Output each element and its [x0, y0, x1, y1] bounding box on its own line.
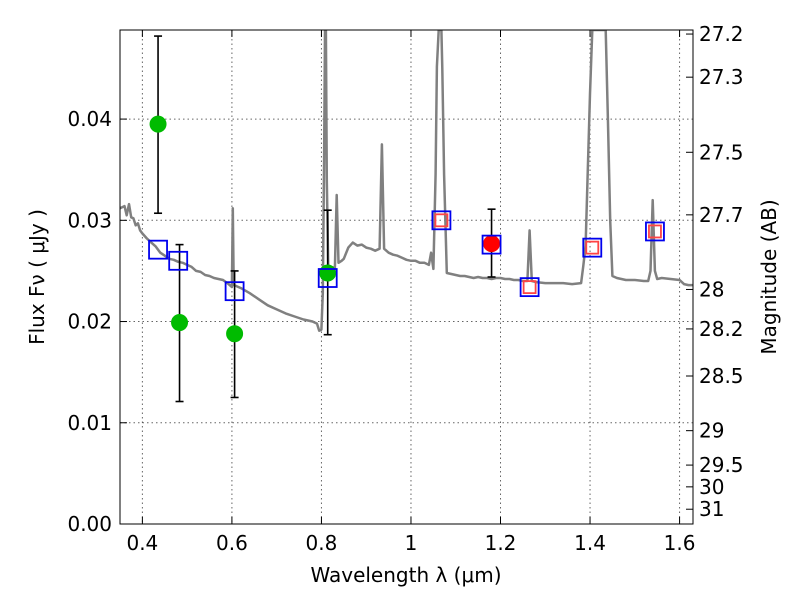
x-tick-label: 0.6 — [216, 531, 248, 555]
mag-tick-label: 27.7 — [699, 203, 744, 227]
model-flux-square — [148, 239, 168, 260]
x-tick-label: 1.4 — [574, 531, 606, 555]
mag-tick-label: 31 — [699, 497, 724, 521]
mag-tick-label: 28.2 — [699, 317, 744, 341]
photometry-point — [226, 325, 244, 343]
x-tick-label: 1.2 — [485, 531, 517, 555]
photometry-point — [149, 115, 167, 133]
x-tick-label: 1.6 — [664, 531, 696, 555]
synthetic-flux-square — [648, 224, 662, 239]
y-axis-title: Flux Fν ( μJy ) — [25, 209, 49, 345]
mag-tick-label: 27.3 — [699, 65, 744, 89]
synthetic-flux-square — [522, 280, 537, 295]
mag-tick-label: 29.5 — [699, 453, 744, 477]
synthetic-flux-square — [434, 213, 449, 228]
model-flux-square — [519, 277, 540, 298]
detection-point — [483, 235, 501, 253]
mag-tick-label: 27.5 — [699, 140, 744, 164]
x-axis-title: Wavelength λ (μm) — [310, 563, 501, 587]
mag-tick-label: 30 — [699, 475, 724, 499]
photometry-point — [171, 314, 189, 332]
mag-tick-label: 29 — [699, 419, 724, 443]
model-flux-square — [168, 250, 189, 271]
model-flux-square — [431, 210, 452, 231]
plot-area — [120, 30, 693, 403]
x-tick-label: 0.4 — [126, 531, 158, 555]
y-tick-label: 0.01 — [67, 411, 112, 435]
model-flux-square — [224, 281, 245, 302]
x-tick-label: 1 — [405, 531, 418, 555]
sed-model-line — [120, 30, 693, 332]
x-tick-label: 0.8 — [306, 531, 338, 555]
mag-tick-label: 28.5 — [699, 364, 744, 388]
y-tick-label: 0.03 — [67, 208, 112, 232]
photometry-point — [319, 264, 337, 282]
y2-axis-title: Magnitude (AB) — [757, 199, 781, 354]
plot-frame — [119, 29, 694, 525]
mag-tick-label: 28 — [699, 277, 724, 301]
model-flux-square — [582, 237, 603, 258]
y-tick-label: 0.04 — [67, 107, 112, 131]
axis-ticks: 0.4 0.6 0.8 1 1.2 1.4 1.6 0.00 0.01 0.02 0.03 0.04 2… — [67, 22, 743, 555]
y-tick-label: 0.02 — [67, 310, 112, 334]
model-flux-square — [481, 234, 502, 255]
mag-tick-label: 27.2 — [699, 22, 744, 46]
y-tick-label: 0.00 — [67, 512, 112, 536]
model-flux-square — [317, 268, 338, 288]
model-flux-square — [645, 221, 665, 242]
synthetic-flux-square — [585, 240, 600, 255]
